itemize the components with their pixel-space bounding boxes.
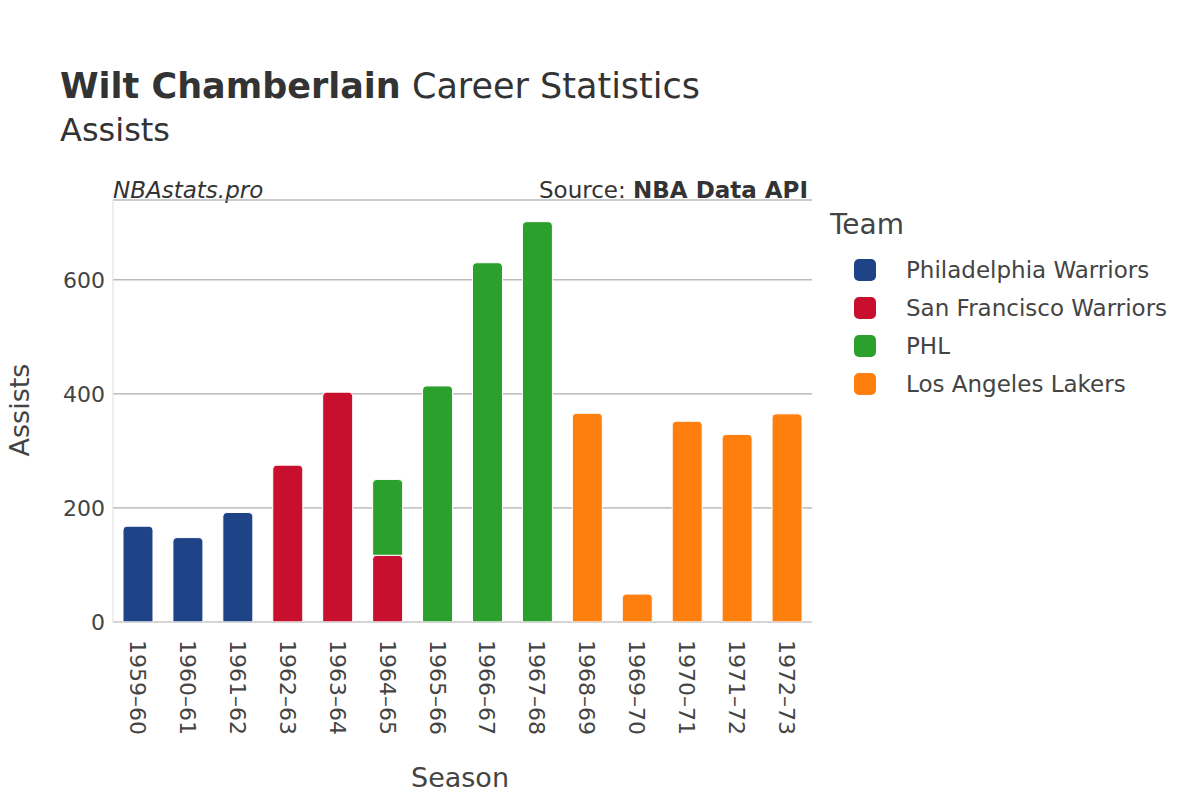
svg-text:400: 400 bbox=[63, 382, 105, 407]
svg-text:1959–60: 1959–60 bbox=[125, 640, 150, 735]
svg-text:1961–62: 1961–62 bbox=[225, 640, 250, 735]
html-text:Season: Season bbox=[411, 762, 509, 793]
html-text:San Francisco Warriors: San Francisco Warriors bbox=[906, 295, 1168, 321]
svg-text:200: 200 bbox=[63, 496, 105, 521]
svg-text:1972–73: 1972–73 bbox=[774, 640, 799, 735]
html-text:NBAstats.pro: NBAstats.pro bbox=[113, 177, 264, 203]
html-text:Wilt Chamberlain Career Statis: Wilt Chamberlain Career Statistics bbox=[60, 66, 700, 106]
svg-text:1966–67: 1966–67 bbox=[474, 640, 499, 735]
svg-text:600: 600 bbox=[63, 268, 105, 293]
svg-text:1968–69: 1968–69 bbox=[574, 640, 599, 735]
svg-text:1960–61: 1960–61 bbox=[175, 640, 200, 735]
svg-text:1969–70: 1969–70 bbox=[624, 640, 649, 735]
svg-text:1971–72: 1971–72 bbox=[724, 640, 749, 735]
svg-text:1970–71: 1970–71 bbox=[674, 640, 699, 735]
html-text:Source: NBA Data API: Source: NBA Data API bbox=[539, 177, 808, 203]
svg-text:0: 0 bbox=[91, 610, 105, 635]
html-text:Assists: Assists bbox=[60, 111, 170, 149]
svg-text:1963–64: 1963–64 bbox=[325, 640, 350, 735]
html-text:PHL: PHL bbox=[906, 333, 950, 359]
svg-text:1965–66: 1965–66 bbox=[425, 640, 450, 735]
html-text:Team: Team bbox=[830, 208, 904, 241]
html-text:Philadelphia Warriors: Philadelphia Warriors bbox=[906, 257, 1150, 283]
svg-text:1967–68: 1967–68 bbox=[524, 640, 549, 735]
html-text:Los Angeles Lakers: Los Angeles Lakers bbox=[906, 371, 1126, 397]
html-text:Assists: Assists bbox=[3, 363, 35, 457]
svg-text:1964–65: 1964–65 bbox=[375, 640, 400, 735]
svg-text:1962–63: 1962–63 bbox=[275, 640, 300, 735]
